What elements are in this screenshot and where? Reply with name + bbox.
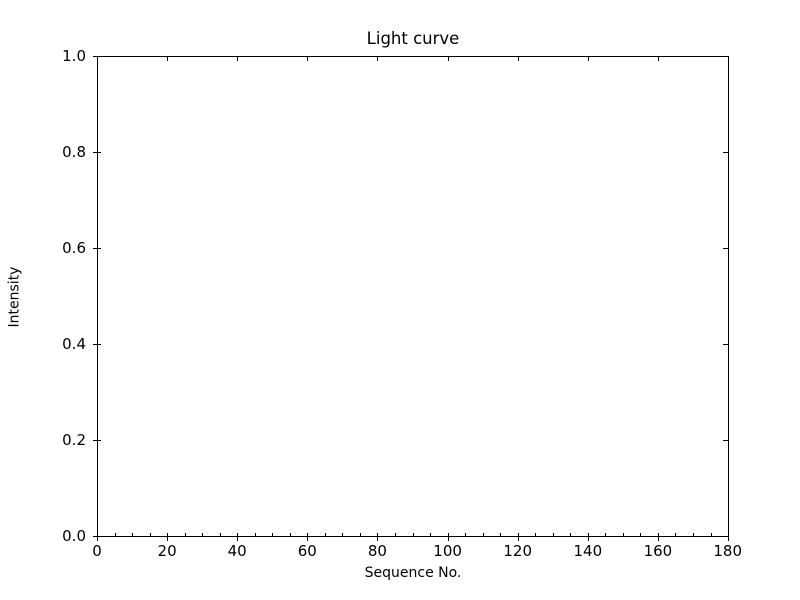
- x-axis-tick-label: 140: [573, 542, 603, 560]
- x-axis-minor-tick: [342, 533, 344, 536]
- x-axis-minor-tick: [535, 533, 537, 536]
- x-axis-tick-top: [307, 56, 309, 61]
- x-axis-minor-tick: [114, 533, 116, 536]
- x-axis-tick-top: [447, 56, 449, 61]
- y-axis-label: Intensity: [6, 266, 23, 327]
- x-axis-minor-tick: [675, 533, 677, 536]
- y-axis-tick: [92, 151, 101, 153]
- x-axis-tick-label: 100: [433, 542, 462, 560]
- axis-spine-right: [727, 56, 729, 537]
- x-axis-tick-label: 0: [92, 542, 102, 560]
- x-axis-minor-tick: [605, 533, 607, 536]
- x-axis-minor-tick: [622, 533, 624, 536]
- x-axis-minor-tick: [184, 533, 186, 536]
- axis-spine-top: [97, 56, 729, 58]
- x-axis-tick-top: [237, 56, 239, 61]
- axis-spine-left: [97, 56, 99, 537]
- axis-spine-bottom: [97, 535, 729, 537]
- y-axis-tick-right: [723, 151, 728, 153]
- x-axis-minor-tick: [149, 533, 151, 536]
- x-axis-tick: [377, 533, 379, 541]
- x-axis-tick-label: 180: [713, 542, 743, 560]
- x-axis-tick: [587, 533, 589, 541]
- x-axis-tick-label: 120: [503, 542, 533, 560]
- y-axis-tick-right: [723, 56, 728, 58]
- x-axis-minor-tick: [219, 533, 221, 536]
- y-axis-tick-right: [723, 343, 728, 345]
- x-axis-tick-label: 20: [157, 542, 177, 560]
- x-axis-tick-top: [727, 56, 729, 61]
- x-axis-minor-tick: [465, 533, 467, 536]
- x-axis-minor-tick: [692, 533, 694, 536]
- x-axis-tick-top: [587, 56, 589, 61]
- x-axis-tick-top: [167, 56, 169, 61]
- x-axis-tick-label: 80: [367, 542, 387, 560]
- y-axis-tick-label: 0.2: [62, 430, 86, 449]
- x-axis-minor-tick: [710, 533, 712, 536]
- x-axis-tick: [727, 533, 729, 541]
- x-axis-tick: [447, 533, 449, 541]
- y-axis-tick: [92, 535, 101, 537]
- y-axis-tick-label: 0.6: [62, 238, 86, 257]
- y-axis-tick-label: 0.4: [62, 334, 86, 353]
- plot-axes: 0 20 40 60 80 100 120 140 160 180 0.0 0.…: [62, 47, 742, 560]
- y-axis-tick: [92, 247, 101, 249]
- x-axis-tick-top: [657, 56, 659, 61]
- x-axis-minor-tick: [430, 533, 431, 536]
- x-axis-tick: [307, 533, 309, 541]
- x-axis-minor-tick: [552, 533, 554, 536]
- x-axis-minor-tick: [289, 533, 291, 536]
- x-axis-tick: [657, 533, 659, 541]
- plot-area: [98, 57, 728, 536]
- chart-title: Light curve: [366, 29, 460, 48]
- x-axis-minor-tick: [272, 533, 274, 536]
- y-axis-label-container: Intensity: [0, 56, 30, 537]
- x-axis-tick: [97, 533, 99, 541]
- x-axis-minor-tick: [359, 533, 361, 536]
- y-axis-tick: [92, 343, 101, 345]
- x-axis-minor-tick: [500, 533, 502, 536]
- x-axis-tick-label: 40: [227, 542, 247, 560]
- x-axis-minor-tick: [254, 533, 256, 536]
- x-axis-minor-tick: [412, 533, 414, 536]
- x-axis-minor-tick: [640, 533, 642, 536]
- y-axis-tick-right: [723, 247, 728, 249]
- x-axis-minor-tick: [394, 533, 396, 536]
- y-axis-tick: [92, 439, 101, 441]
- x-axis-minor-tick: [482, 533, 484, 536]
- y-axis-tick-right: [723, 439, 728, 441]
- x-axis-tick-top: [377, 56, 379, 61]
- y-axis-tick-label: 0.0: [62, 526, 86, 545]
- x-axis-tick-label: 160: [643, 542, 673, 560]
- x-axis-tick: [237, 533, 239, 541]
- x-axis-tick: [517, 533, 519, 541]
- x-axis-tick-label: 60: [297, 542, 317, 560]
- x-axis-minor-tick: [570, 533, 572, 536]
- x-axis-minor-tick: [202, 533, 204, 536]
- x-axis-tick: [167, 533, 169, 541]
- x-axis-minor-tick: [132, 533, 133, 536]
- y-axis-tick-label: 1.0: [62, 47, 86, 65]
- x-axis-tick-top: [517, 56, 519, 61]
- x-axis-label: Sequence No.: [364, 565, 462, 581]
- y-axis-tick: [92, 56, 101, 58]
- x-axis-minor-tick: [324, 533, 326, 536]
- y-axis-tick-right: [723, 535, 728, 537]
- y-axis-tick-label: 0.8: [62, 142, 86, 161]
- data-series-layer: [98, 57, 727, 535]
- x-axis-tick-top: [97, 56, 99, 61]
